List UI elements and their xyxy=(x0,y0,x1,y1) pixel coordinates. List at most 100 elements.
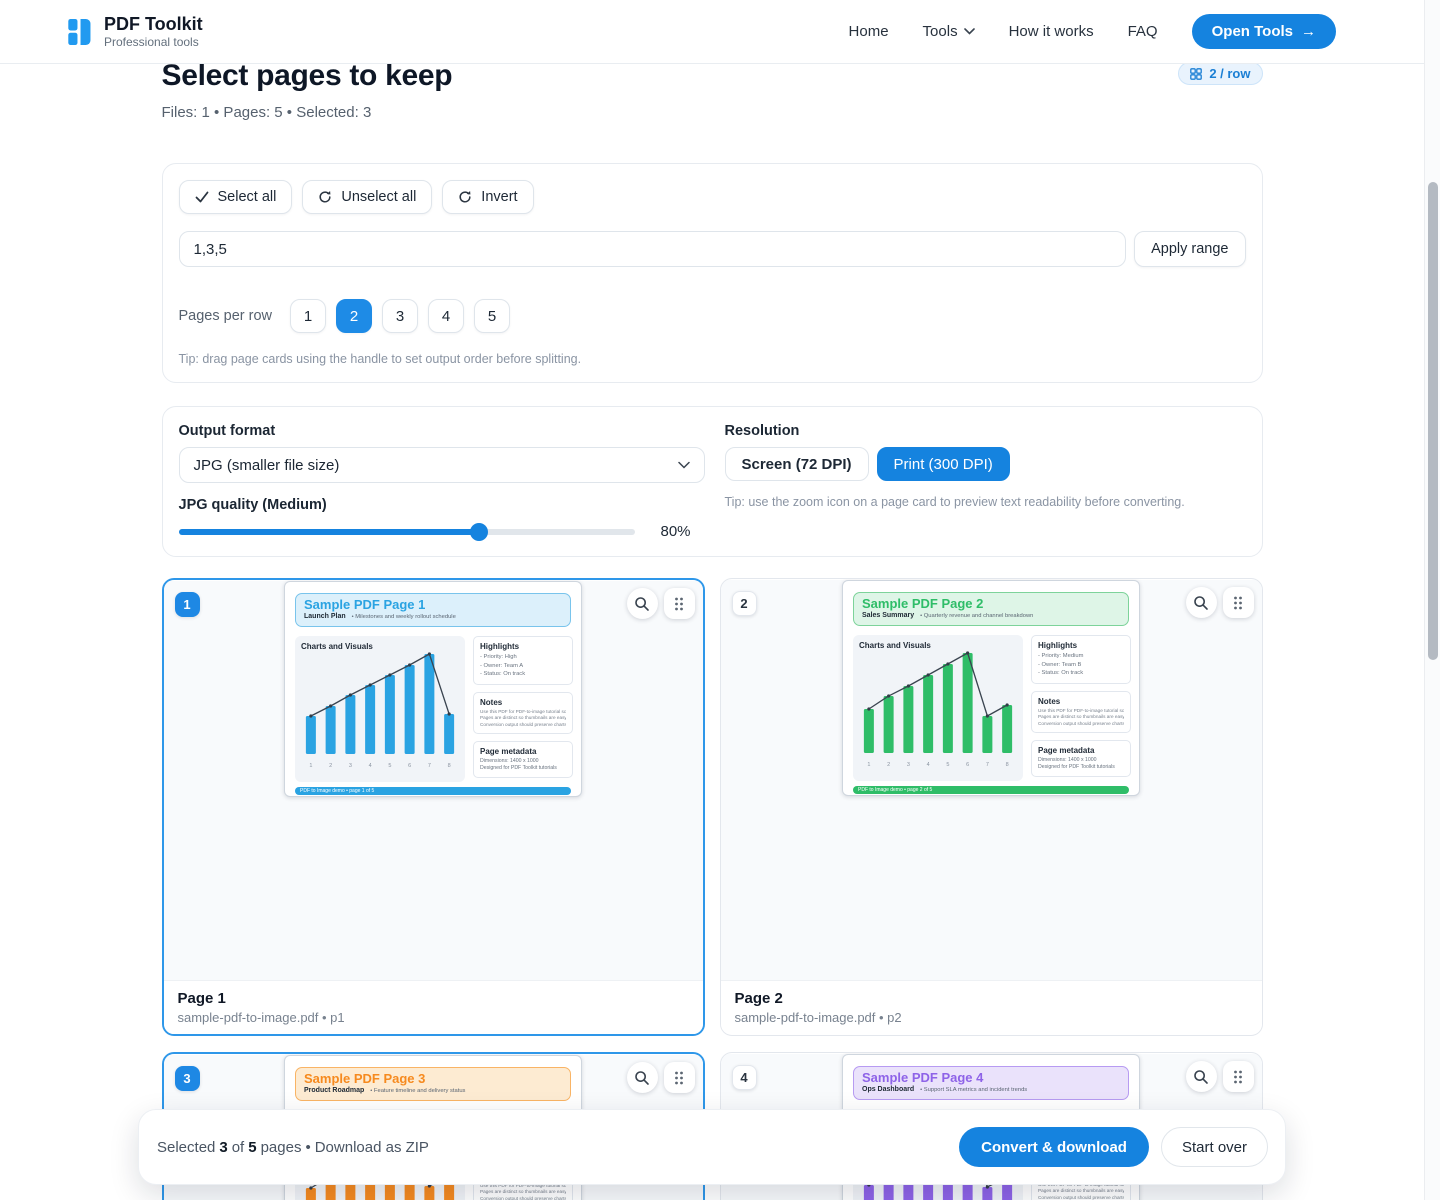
preview-metadata-box: Page metadata Dimensions: 1400 x 1000 Des… xyxy=(1031,740,1131,777)
nav-home[interactable]: Home xyxy=(848,23,889,40)
preview-title: Sample PDF Page 3 xyxy=(304,1071,426,1086)
drag-handle-icon xyxy=(673,596,685,612)
drag-handle[interactable] xyxy=(1222,1061,1254,1092)
card-file-name: sample-pdf-to-image.pdf • p2 xyxy=(734,1010,902,1025)
preview-bar-chart: 1 2 3 4 5 6 7 8 xyxy=(305,652,455,769)
svg-text:6: 6 xyxy=(966,762,969,768)
bottom-action-bar: Selected 3 of 5 pages • Download as ZIP Conver… xyxy=(138,1109,1286,1185)
chevron-down-icon xyxy=(963,28,975,35)
svg-text:7: 7 xyxy=(428,763,431,769)
refresh-icon xyxy=(318,190,332,204)
print-dpi-button[interactable]: Print (300 DPI) xyxy=(876,447,1010,481)
preview-footer-bar: PDF to Image demo • page 1 of 5 xyxy=(295,787,571,795)
preview-subtitle-note: • Support SLA metrics and incident trend… xyxy=(920,1087,1028,1093)
search-icon xyxy=(1193,595,1209,611)
preview-header: Sample PDF Page 2 Sales Summary • Quarte… xyxy=(853,592,1129,626)
nav-faq[interactable]: FAQ xyxy=(1127,23,1158,40)
brand-tagline: Professional tools xyxy=(104,35,199,49)
convert-download-button[interactable]: Convert & download xyxy=(959,1127,1149,1167)
select-all-button[interactable]: Select all xyxy=(178,180,293,214)
card-page-name: Page 1 xyxy=(177,990,226,1007)
search-icon xyxy=(634,1070,650,1086)
page-thumbnail-area: 1 xyxy=(163,581,703,980)
preview-subtitle: Product Roadmap xyxy=(304,1087,365,1094)
unselect-all-button[interactable]: Unselect all xyxy=(302,180,433,214)
output-format-label: Output format xyxy=(178,423,276,439)
jpg-quality-label: JPG quality (Medium) xyxy=(178,497,327,513)
drag-handle[interactable] xyxy=(663,588,695,619)
brand[interactable]: PDF Toolkit Professional tools xyxy=(66,14,203,49)
pages-per-row-4[interactable]: 4 xyxy=(428,299,464,333)
select-chevron-down-icon xyxy=(677,461,690,469)
zoom-preview-button[interactable] xyxy=(1185,587,1217,618)
page-scrollbar[interactable] xyxy=(1424,0,1440,1200)
preview-title: Sample PDF Page 1 xyxy=(304,597,426,612)
open-tools-button[interactable]: Open Tools → xyxy=(1191,14,1336,49)
slider-fill xyxy=(178,528,480,535)
scrollbar-thumb[interactable] xyxy=(1428,182,1438,660)
pages-per-row-3[interactable]: 3 xyxy=(382,299,418,333)
zoom-preview-button[interactable] xyxy=(1185,1061,1217,1092)
page-number-badge: 2 xyxy=(731,591,757,616)
nav-tools[interactable]: Tools xyxy=(923,23,975,40)
pages-per-row-2[interactable]: 2 xyxy=(336,299,372,333)
jpg-quality-value: 80% xyxy=(660,523,691,540)
pdf-page-preview: Sample PDF Page 1 Launch Plan • Mileston… xyxy=(284,581,582,797)
page-thumbnail-area: 2 xyxy=(720,580,1262,980)
drag-handle-icon xyxy=(673,1070,685,1086)
svg-text:5: 5 xyxy=(946,762,949,768)
output-format-select[interactable]: JPG (smaller file size) xyxy=(178,447,705,483)
screen-dpi-button[interactable]: Screen (72 DPI) xyxy=(724,447,869,481)
preview-header: Sample PDF Page 1 Launch Plan • Mileston… xyxy=(295,593,571,627)
selection-toolbar-panel: Select all Unselect all Invert App xyxy=(161,163,1263,383)
svg-text:8: 8 xyxy=(448,763,451,769)
preview-title: Sample PDF Page 2 xyxy=(862,596,984,611)
svg-text:1: 1 xyxy=(309,763,312,769)
jpg-quality-slider[interactable] xyxy=(178,522,635,541)
svg-text:2: 2 xyxy=(887,762,890,768)
rows-per-row-badge: 2 / row xyxy=(1178,62,1263,85)
card-label: Page 2 sample-pdf-to-image.pdf • p2 xyxy=(720,980,1262,1034)
zoom-preview-button[interactable] xyxy=(626,588,658,619)
pages-per-row-label: Pages per row xyxy=(178,308,273,324)
nav-how-it-works[interactable]: How it works xyxy=(1008,23,1094,40)
brand-name: PDF Toolkit xyxy=(104,14,203,34)
invert-refresh-icon xyxy=(458,190,472,204)
app-header: PDF Toolkit Professional tools Home Tool… xyxy=(0,0,1424,64)
pages-per-row-1[interactable]: 1 xyxy=(290,299,326,333)
output-settings-panel: Output format JPG (smaller file size) JP… xyxy=(161,406,1263,557)
preview-notes-box: Notes Use this PDF for PDF-to-image tuto… xyxy=(473,691,573,734)
zoom-preview-button[interactable] xyxy=(626,1062,658,1093)
preview-header: Sample PDF Page 3 Product Roadmap • Feat… xyxy=(295,1067,571,1101)
preview-subtitle: Ops Dashboard xyxy=(862,1086,915,1093)
drag-handle-icon xyxy=(1232,595,1244,611)
slider-handle[interactable] xyxy=(470,522,489,541)
card-page-name: Page 2 xyxy=(734,990,783,1007)
apply-range-button[interactable]: Apply range xyxy=(1134,231,1246,267)
pages-per-row-5[interactable]: 5 xyxy=(474,299,510,333)
svg-text:3: 3 xyxy=(349,763,352,769)
svg-text:5: 5 xyxy=(388,763,391,769)
page-card[interactable]: 2 xyxy=(719,578,1263,1036)
preview-metadata-box: Page metadata Dimensions: 1400 x 1000 Des… xyxy=(473,741,573,778)
zoom-tip: Tip: use the zoom icon on a page card to… xyxy=(724,495,1185,509)
main-nav: Home Tools How it works FAQ Open Tools → xyxy=(849,14,1336,49)
svg-text:3: 3 xyxy=(907,762,910,768)
start-over-button[interactable]: Start over xyxy=(1160,1127,1268,1167)
invert-selection-button[interactable]: Invert xyxy=(442,180,534,214)
preview-subtitle-note: • Feature timeline and delivery status xyxy=(370,1088,466,1094)
svg-text:4: 4 xyxy=(369,763,372,769)
pdf-toolkit-logo-icon xyxy=(66,16,92,48)
selection-summary: Selected 3 of 5 pages • Download as ZIP xyxy=(157,1138,429,1156)
page-card[interactable]: 1 xyxy=(161,578,705,1036)
preview-header: Sample PDF Page 4 Ops Dashboard • Suppor… xyxy=(853,1066,1129,1100)
preview-highlights-box: Highlights - Priority: High- Owner: Team… xyxy=(473,636,573,685)
preview-footer-bar: PDF to Image demo • page 2 of 5 xyxy=(853,786,1129,794)
page-range-input[interactable] xyxy=(178,231,1127,267)
file-stats: Files: 1 • Pages: 5 • Selected: 3 xyxy=(161,104,372,121)
drag-handle[interactable] xyxy=(1222,587,1254,618)
preview-highlights-box: Highlights - Priority: Medium - Owner: Te… xyxy=(1031,635,1131,684)
drag-handle[interactable] xyxy=(663,1062,695,1093)
